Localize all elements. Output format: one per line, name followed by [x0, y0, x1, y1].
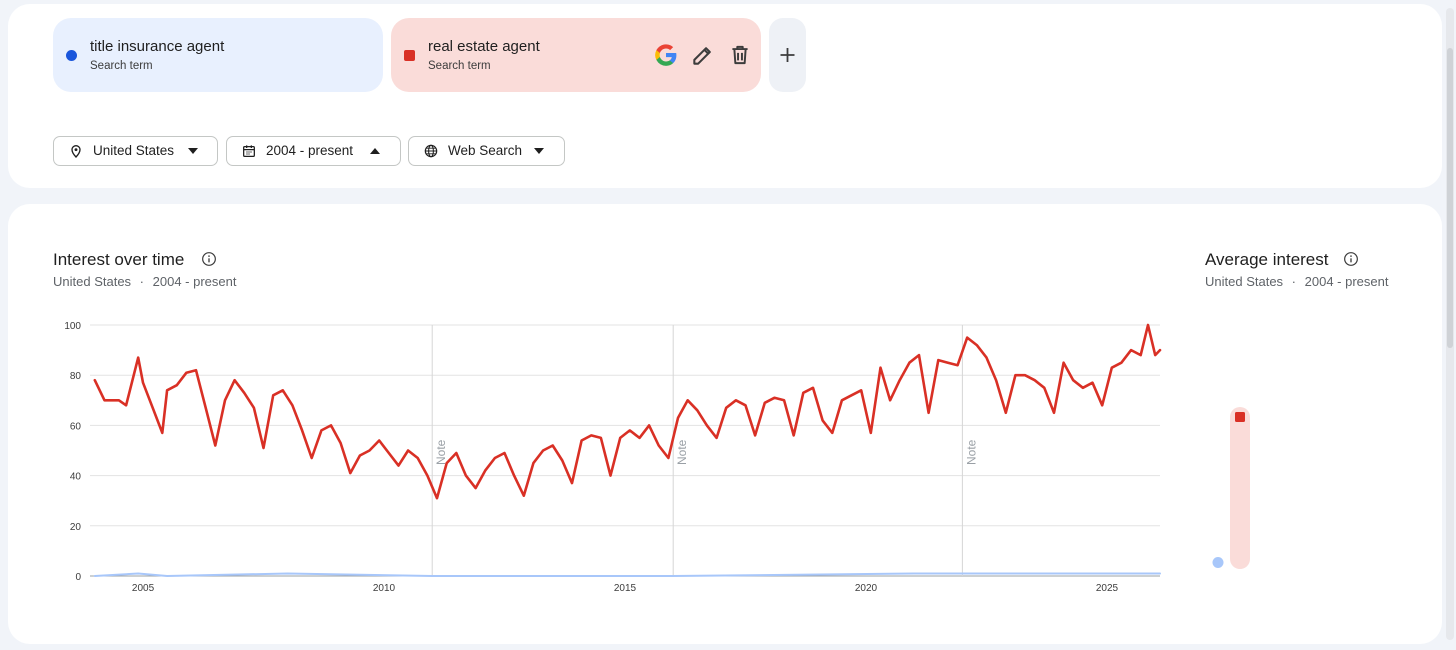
average-bar-real-estate-agent — [1230, 407, 1250, 569]
search-type-filter-label: Web Search — [448, 143, 523, 158]
x-tick-label: 2015 — [614, 583, 637, 594]
note-label[interactable]: Note — [964, 439, 978, 465]
series-line-real-estate-agent — [93, 323, 1162, 500]
x-tick-label: 2010 — [373, 583, 396, 594]
series-line-title-insurance-agent — [93, 572, 1161, 577]
average-marker-real-estate-agent — [1235, 412, 1245, 422]
y-tick-label: 60 — [70, 421, 82, 432]
x-tick-label: 2005 — [132, 583, 155, 594]
location-pin-icon — [71, 145, 81, 158]
pencil-icon[interactable] — [690, 42, 716, 68]
interest-over-time-subtitle: United States · 2004 - present — [53, 274, 236, 289]
search-term-chip-real-estate-agent[interactable]: real estate agent Search term — [391, 18, 761, 92]
y-tick-label: 100 — [64, 321, 81, 332]
calendar-icon — [243, 145, 255, 157]
plus-icon — [780, 48, 795, 62]
y-tick-label: 80 — [70, 371, 82, 382]
x-tick-label: 2025 — [1096, 583, 1119, 594]
square-icon — [404, 50, 415, 61]
page-scrollbar[interactable] — [1446, 8, 1454, 640]
subtitle-period: 2004 - present — [1304, 274, 1389, 289]
scrollbar-thumb[interactable] — [1447, 48, 1453, 348]
globe-icon — [424, 144, 438, 158]
add-search-term-button[interactable] — [769, 18, 806, 92]
google-g-icon[interactable] — [653, 42, 679, 68]
y-tick-label: 0 — [75, 572, 81, 583]
region-filter-label: United States — [93, 143, 175, 158]
average-interest-chart[interactable] — [8, 204, 1442, 604]
note-label[interactable]: Note — [675, 439, 689, 465]
note-label[interactable]: Note — [434, 439, 448, 465]
average-interest-title: Average interest — [1205, 250, 1329, 269]
interest-over-time-card: Interest over time United States · 2004 … — [8, 204, 1442, 644]
caret-down-icon — [534, 148, 544, 154]
caret-up-icon — [370, 148, 380, 154]
search-type-filter-dropdown[interactable]: Web Search — [408, 136, 565, 166]
y-tick-label: 20 — [70, 522, 82, 533]
search-term-chip-title-insurance-agent[interactable]: title insurance agent Search term — [53, 18, 383, 92]
search-term-type: Search term — [90, 60, 153, 72]
interest-over-time-chart[interactable]: 0 20 40 60 80 100 2005 2010 2015 2020 2025 Note Note… — [8, 204, 1188, 604]
subtitle-region: United States — [53, 274, 132, 289]
dot-icon — [66, 50, 77, 61]
interest-over-time-title: Interest over time — [53, 250, 185, 269]
average-marker-title-insurance-agent — [1212, 557, 1224, 568]
info-icon[interactable] — [1343, 251, 1359, 267]
trash-icon[interactable] — [727, 42, 753, 68]
time-range-filter-label: 2004 - present — [266, 143, 354, 158]
region-filter-dropdown[interactable]: United States — [53, 136, 218, 166]
caret-down-icon — [188, 148, 198, 154]
time-range-filter-dropdown[interactable]: 2004 - present — [226, 136, 401, 166]
search-term-name: title insurance agent — [90, 38, 225, 55]
info-icon[interactable] — [201, 251, 217, 267]
search-term-type: Search term — [428, 60, 491, 72]
subtitle-region: United States — [1205, 274, 1284, 289]
average-interest-subtitle: United States · 2004 - present — [1205, 274, 1388, 289]
search-term-name: real estate agent — [428, 38, 540, 55]
subtitle-separator: · — [1291, 274, 1297, 289]
subtitle-period: 2004 - present — [152, 274, 237, 289]
subtitle-separator: · — [139, 274, 145, 289]
y-tick-label: 40 — [70, 472, 82, 483]
x-tick-label: 2020 — [855, 583, 878, 594]
search-terms-card: title insurance agent Search term real e… — [8, 4, 1442, 188]
